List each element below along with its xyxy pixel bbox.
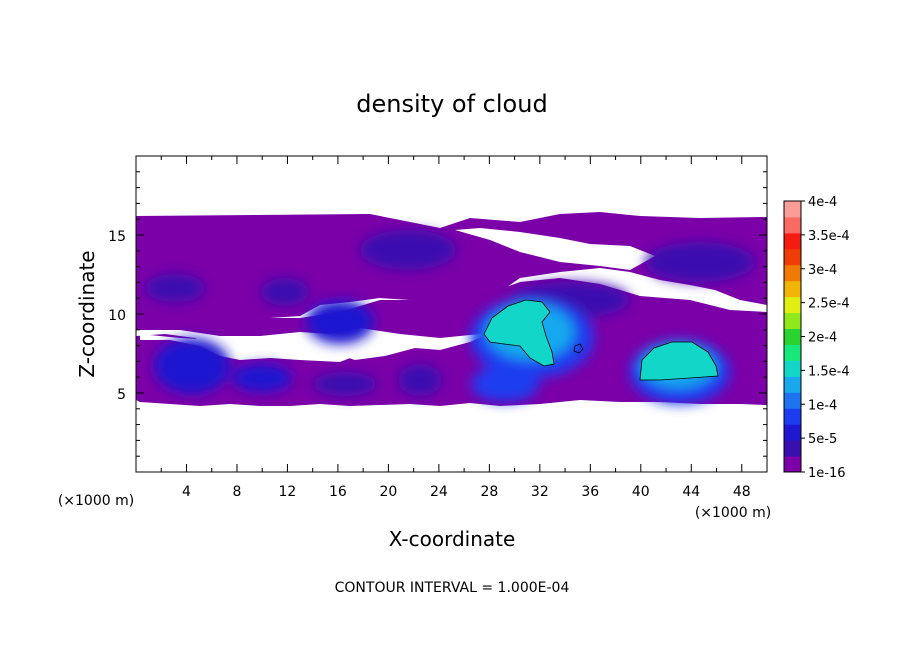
colorbar-swatch [784, 344, 801, 361]
colorbar-label: 1e-4 [808, 398, 837, 413]
colorbar-label: 1e-16 [808, 466, 846, 481]
colorbar-swatch [784, 248, 801, 266]
colorbar-swatch [784, 408, 801, 425]
mid-blob-x16 [306, 300, 374, 344]
colorbar-swatch [784, 296, 801, 314]
colorbar-swatch [784, 424, 801, 441]
lower-cloud-band [136, 316, 767, 406]
x-unit-left: (×1000 m) [58, 493, 134, 509]
colorbar-swatch [784, 456, 801, 473]
upper-blob-x12 [261, 278, 309, 306]
contour-line-x43 [639, 341, 719, 381]
x-unit-right: (×1000 m) [695, 505, 771, 521]
contour-small [573, 343, 584, 354]
x-tick-label: 20 [379, 484, 397, 500]
chart-title: density of cloud [356, 90, 547, 118]
colorbar-label: 2e-4 [808, 331, 837, 346]
y-axis-ticks: 5 10 15 [108, 171, 767, 457]
x-tick-label: 12 [279, 484, 297, 500]
x-tick-label: 32 [531, 484, 549, 500]
lower-blob-x4 [154, 338, 230, 394]
colorbar-swatch [784, 392, 801, 409]
upper-blob-x48 [645, 242, 755, 282]
colorbar-swatch [784, 216, 801, 234]
x-axis-ticks: 4 8 12 16 20 24 28 32 36 40 44 48 [160, 156, 751, 500]
x-tick-label: 4 [182, 484, 191, 500]
x-tick-label: 48 [733, 484, 751, 500]
y-tick-label: 5 [117, 387, 126, 403]
colorbar-label: 5e-5 [808, 432, 837, 447]
y-tick-label: 10 [108, 308, 126, 324]
lower-blob-x10 [232, 364, 292, 392]
colorbar: 1e-16 5e-5 1e-4 1.5e-4 2e-4 2.5e-4 3e-4 3.5e-4 4… [783, 195, 850, 481]
x-tick-label: 36 [581, 484, 599, 500]
cloud-density-field [136, 212, 767, 406]
x-tick-label: 16 [329, 484, 347, 500]
colorbar-label: 2.5e-4 [808, 297, 850, 312]
y-tick-label: 15 [108, 229, 126, 245]
x-tick-label: 40 [632, 484, 650, 500]
x-tick-label: 44 [682, 484, 700, 500]
colorbar-swatch [784, 232, 801, 250]
x-tick-label: 8 [232, 484, 241, 500]
colorbar-label: 4e-4 [808, 195, 837, 210]
colorbar-swatch [784, 328, 801, 345]
colorbar-label: 3.5e-4 [808, 229, 850, 244]
upper-blob-left [145, 274, 205, 302]
colorbar-label: 3e-4 [808, 263, 837, 278]
colorbar-swatch [784, 280, 801, 298]
lower-blob-x22 [398, 364, 442, 396]
upper-gap [455, 228, 655, 270]
x-tick-label: 24 [430, 484, 448, 500]
x-axis-label: X-coordinate [389, 527, 516, 551]
contour-line-x30 [483, 299, 555, 367]
core-x30-high [484, 300, 554, 366]
colorbar-swatch [784, 376, 801, 393]
colorbar-swatch [784, 201, 801, 218]
colorbar-swatch [784, 312, 801, 330]
colorbar-swatch [784, 264, 801, 282]
upper-blob-x21 [360, 230, 456, 270]
y-axis-label: Z-coordinate [75, 250, 99, 377]
colorbar-swatch [784, 440, 801, 457]
lower-blob-x16 [313, 372, 377, 396]
x-tick-label: 28 [480, 484, 498, 500]
colorbar-label: 1.5e-4 [808, 364, 850, 379]
colorbar-swatch [784, 360, 801, 377]
contour-interval-note: CONTOUR INTERVAL = 1.000E-04 [335, 580, 570, 596]
core-x43-high [640, 342, 718, 380]
